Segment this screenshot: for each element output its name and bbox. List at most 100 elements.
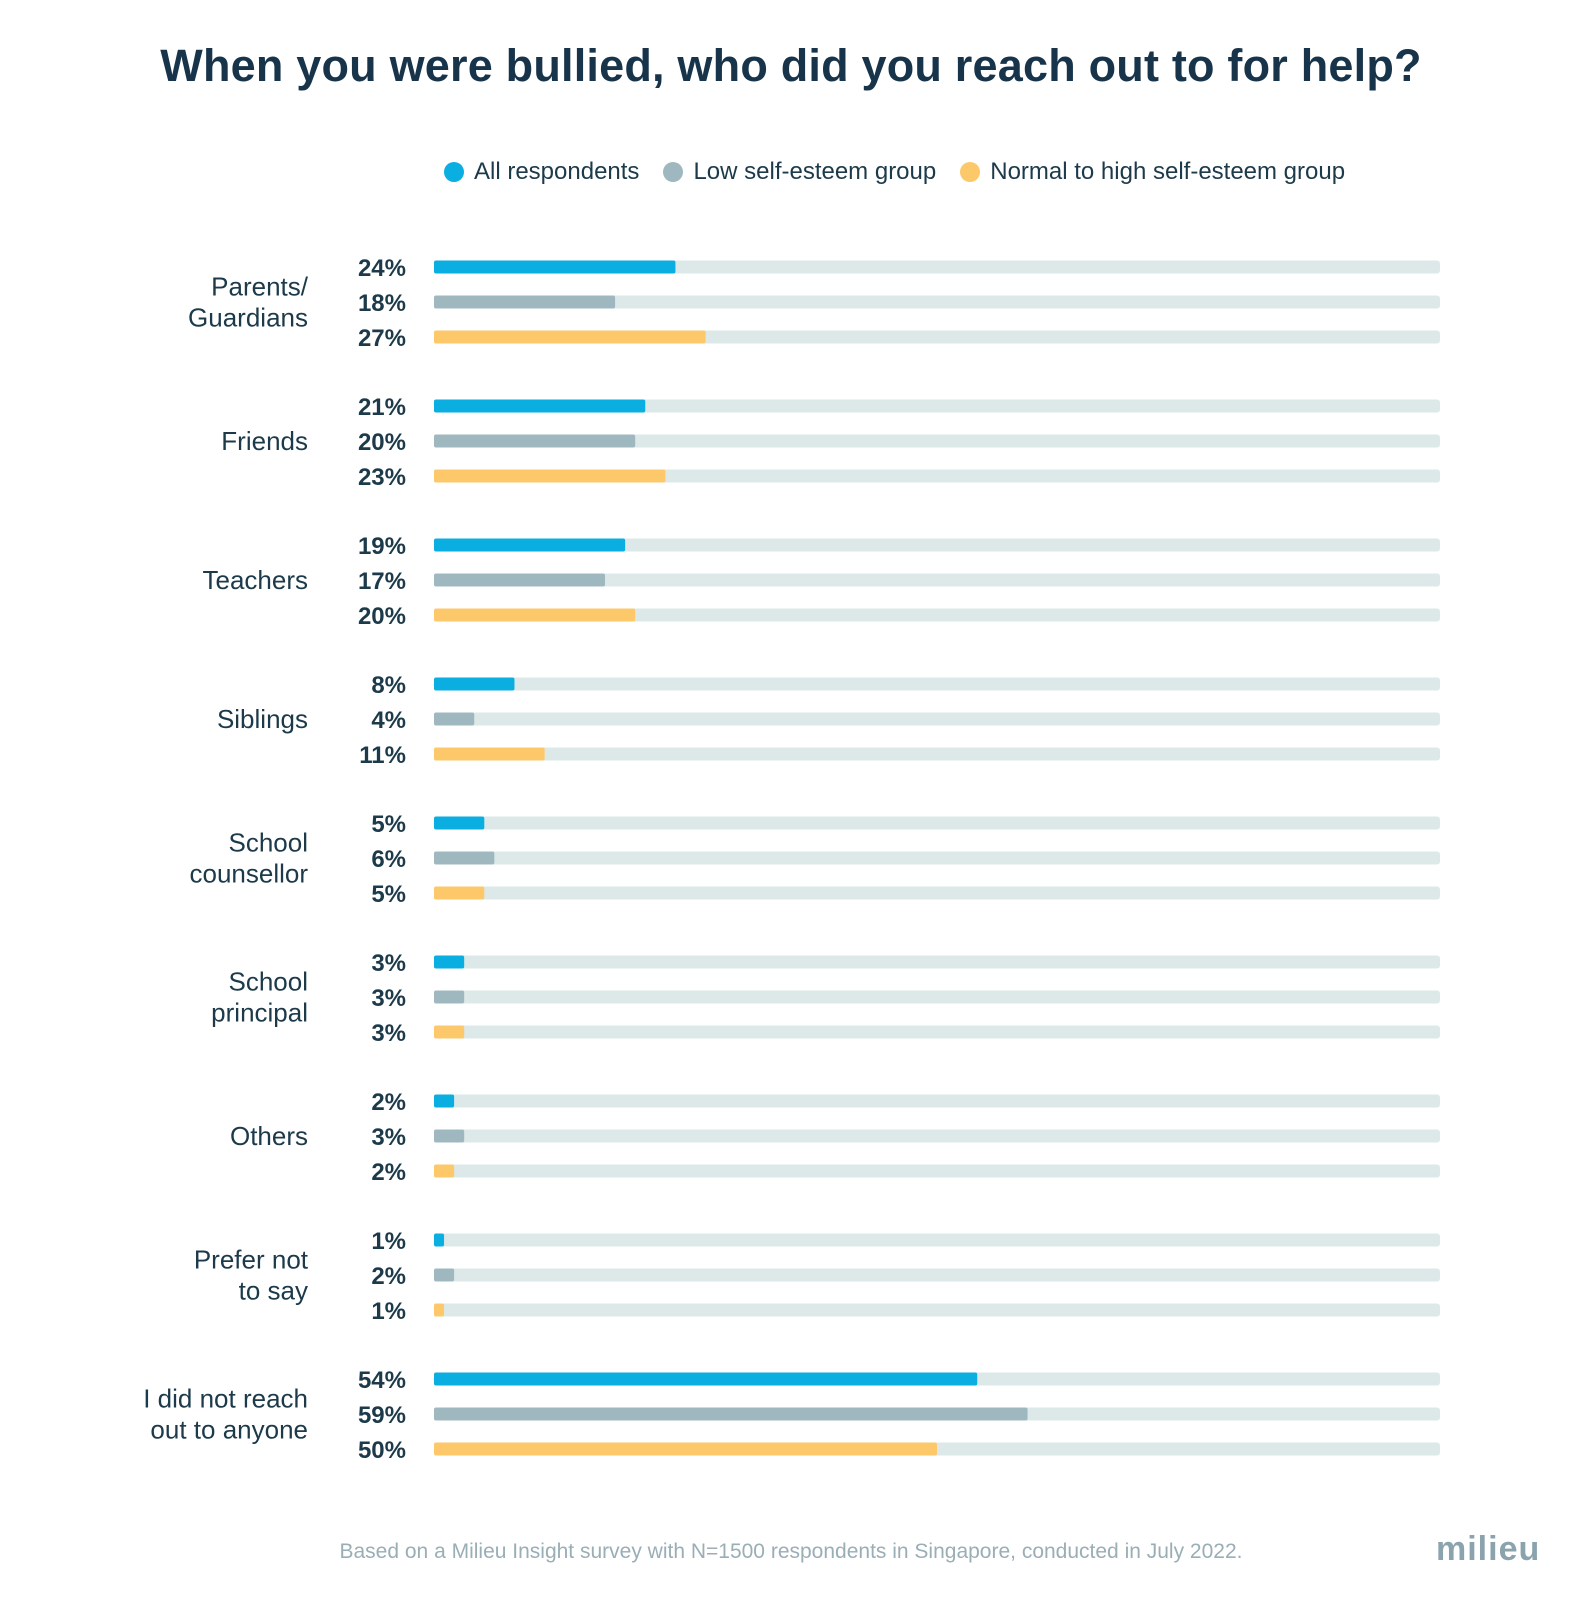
category-label-i-did-not-reach-out-to-anyone: I did not reach: [143, 1384, 308, 1414]
category-label-school-counsellor: School: [229, 828, 309, 858]
value-label-others-all: 2%: [371, 1089, 406, 1116]
category-label-others: Others: [230, 1121, 308, 1151]
bar-track-school-principal-low: [434, 990, 1440, 1004]
value-label-others-high: 2%: [371, 1159, 406, 1186]
bar-prefer-not-to-say-high: [434, 1303, 445, 1317]
value-label-i-did-not-reach-out-to-anyone-all: 54%: [358, 1367, 406, 1394]
bar-track-teachers-low: [434, 573, 1440, 587]
bar-others-all: [434, 1094, 455, 1108]
value-label-friends-high: 23%: [358, 464, 406, 491]
value-label-others-low: 3%: [371, 1124, 406, 1151]
bar-track-prefer-not-to-say-low: [434, 1268, 1440, 1282]
bar-track-friends-all: [434, 399, 1440, 413]
bar-siblings-high: [434, 747, 545, 761]
legend-swatch-high: [960, 162, 981, 182]
bar-school-counsellor-low: [434, 851, 495, 865]
bar-school-principal-all: [434, 955, 465, 969]
bar-track-parents-guardians-all: [434, 260, 1440, 274]
bar-track-prefer-not-to-say-high: [434, 1303, 1440, 1317]
footer-note: Based on a Milieu Insight survey with N=…: [339, 1540, 1243, 1563]
bar-track-others-high: [434, 1164, 1440, 1178]
bar-track-friends-high: [434, 469, 1440, 483]
bar-track-friends-low: [434, 434, 1440, 448]
bar-prefer-not-to-say-all: [434, 1233, 445, 1247]
value-label-siblings-all: 8%: [371, 672, 406, 699]
bar-track-siblings-high: [434, 747, 1440, 761]
chart-title: When you were bullied, who did you reach…: [160, 40, 1422, 91]
value-label-parents-guardians-low: 18%: [358, 290, 406, 317]
bar-friends-all: [434, 399, 646, 413]
value-label-teachers-high: 20%: [358, 603, 406, 630]
milieu-logo: milieu: [1436, 1530, 1541, 1568]
bar-track-siblings-all: [434, 677, 1440, 691]
bar-track-teachers-high: [434, 608, 1440, 622]
legend-swatch-low: [663, 162, 684, 182]
category-label-parents-guardians: Guardians: [188, 303, 308, 333]
value-label-prefer-not-to-say-high: 1%: [371, 1298, 406, 1325]
category-label-school-principal: principal: [211, 998, 308, 1028]
value-label-i-did-not-reach-out-to-anyone-low: 59%: [358, 1402, 406, 1429]
value-label-school-counsellor-low: 6%: [371, 846, 406, 873]
category-label-prefer-not-to-say: to say: [239, 1276, 308, 1306]
bar-teachers-all: [434, 538, 626, 552]
category-label-school-principal: School: [229, 967, 309, 997]
bar-siblings-low: [434, 712, 475, 726]
category-label-teachers: Teachers: [203, 565, 309, 595]
bar-track-school-principal-high: [434, 1025, 1440, 1039]
bar-school-counsellor-high: [434, 886, 485, 900]
legend-label-all: All respondents: [474, 158, 640, 185]
value-label-parents-guardians-high: 27%: [358, 325, 406, 352]
category-label-friends: Friends: [221, 426, 308, 456]
value-label-parents-guardians-all: 24%: [358, 255, 406, 282]
category-label-parents-guardians: Parents/: [211, 272, 309, 302]
legend-swatch-all: [444, 162, 464, 182]
bar-track-school-counsellor-low: [434, 851, 1440, 865]
bar-school-principal-high: [434, 1025, 465, 1039]
bar-school-counsellor-all: [434, 816, 485, 830]
category-label-school-counsellor: counsellor: [189, 859, 308, 889]
bar-i-did-not-reach-out-to-anyone-high: [434, 1442, 937, 1456]
legend-item-all: All respondents: [444, 158, 639, 186]
category-label-i-did-not-reach-out-to-anyone: out to anyone: [150, 1415, 308, 1445]
value-label-school-counsellor-high: 5%: [371, 881, 406, 908]
value-label-siblings-low: 4%: [371, 707, 406, 734]
legend-item-low: Low self-esteem group: [663, 158, 936, 186]
bar-teachers-high: [434, 608, 636, 622]
bar-track-teachers-all: [434, 538, 1440, 552]
legend-label-low: Low self-esteem group: [693, 158, 937, 185]
value-label-i-did-not-reach-out-to-anyone-high: 50%: [358, 1437, 406, 1464]
legend-item-high: Normal to high self-esteem group: [960, 158, 1345, 186]
value-label-school-principal-low: 3%: [371, 985, 406, 1012]
bar-i-did-not-reach-out-to-anyone-low: [434, 1407, 1028, 1421]
value-label-school-principal-high: 3%: [371, 1020, 406, 1047]
bar-school-principal-low: [434, 990, 465, 1004]
value-label-prefer-not-to-say-low: 2%: [371, 1263, 406, 1290]
category-label-siblings: Siblings: [217, 704, 308, 734]
value-label-school-counsellor-all: 5%: [371, 811, 406, 838]
value-label-friends-low: 20%: [358, 429, 406, 456]
bar-track-school-principal-all: [434, 955, 1440, 969]
bar-parents-guardians-high: [434, 330, 706, 344]
bar-track-others-all: [434, 1094, 1440, 1108]
value-label-school-principal-all: 3%: [371, 950, 406, 977]
bar-track-prefer-not-to-say-all: [434, 1233, 1440, 1247]
bar-friends-high: [434, 469, 666, 483]
bar-others-high: [434, 1164, 455, 1178]
legend-label-high: Normal to high self-esteem group: [990, 158, 1346, 185]
bar-parents-guardians-low: [434, 295, 616, 309]
bar-parents-guardians-all: [434, 260, 676, 274]
legend: All respondents Low self-esteem group No…: [444, 158, 1444, 186]
bar-track-siblings-low: [434, 712, 1440, 726]
value-label-teachers-all: 19%: [358, 533, 406, 560]
bar-siblings-all: [434, 677, 515, 691]
category-label-prefer-not-to-say: Prefer not: [194, 1245, 309, 1275]
bar-track-school-counsellor-high: [434, 886, 1440, 900]
bar-track-others-low: [434, 1129, 1440, 1143]
value-label-prefer-not-to-say-all: 1%: [371, 1228, 406, 1255]
value-label-teachers-low: 17%: [358, 568, 406, 595]
bar-prefer-not-to-say-low: [434, 1268, 455, 1282]
bar-track-parents-guardians-low: [434, 295, 1440, 309]
bar-friends-low: [434, 434, 636, 448]
value-label-friends-all: 21%: [358, 394, 406, 421]
